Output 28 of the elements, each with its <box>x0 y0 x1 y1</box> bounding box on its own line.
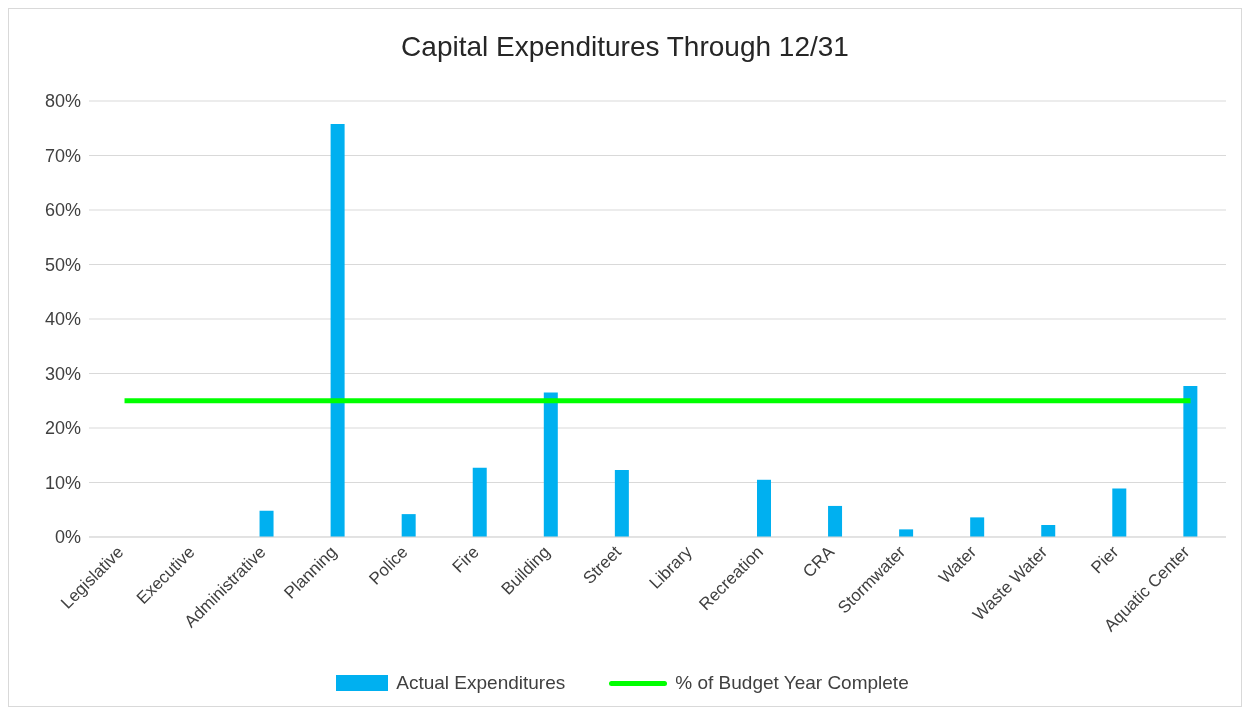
x-tick-label: CRA <box>799 541 839 582</box>
y-tick-label: 30% <box>44 363 81 384</box>
bar <box>472 467 487 537</box>
x-tick-label: Fire <box>448 542 483 577</box>
x-tick-label: Pier <box>1087 542 1123 578</box>
y-tick-label: 80% <box>44 91 81 112</box>
legend-label: Actual Expenditures <box>395 672 566 694</box>
bar <box>970 517 985 537</box>
bar <box>756 479 771 537</box>
bar <box>1041 525 1056 537</box>
bar <box>899 529 914 537</box>
chart-title: Capital Expenditures Through 12/31 <box>400 30 850 64</box>
bar <box>401 514 416 537</box>
bar <box>614 469 629 537</box>
y-tick-label: 20% <box>44 418 81 439</box>
y-tick-label: 60% <box>44 200 81 221</box>
y-tick-label: 40% <box>44 309 81 330</box>
y-tick-label: 0% <box>54 527 81 548</box>
bar <box>259 510 274 537</box>
y-tick-label: 10% <box>44 472 81 493</box>
legend-label: % of Budget Year Complete <box>674 672 909 694</box>
y-tick-label: 50% <box>44 254 81 275</box>
bar <box>828 505 843 537</box>
bar <box>330 123 345 537</box>
bar <box>1112 488 1127 537</box>
y-tick-label: 70% <box>44 145 81 166</box>
bar <box>1183 386 1198 537</box>
bar <box>543 392 558 537</box>
